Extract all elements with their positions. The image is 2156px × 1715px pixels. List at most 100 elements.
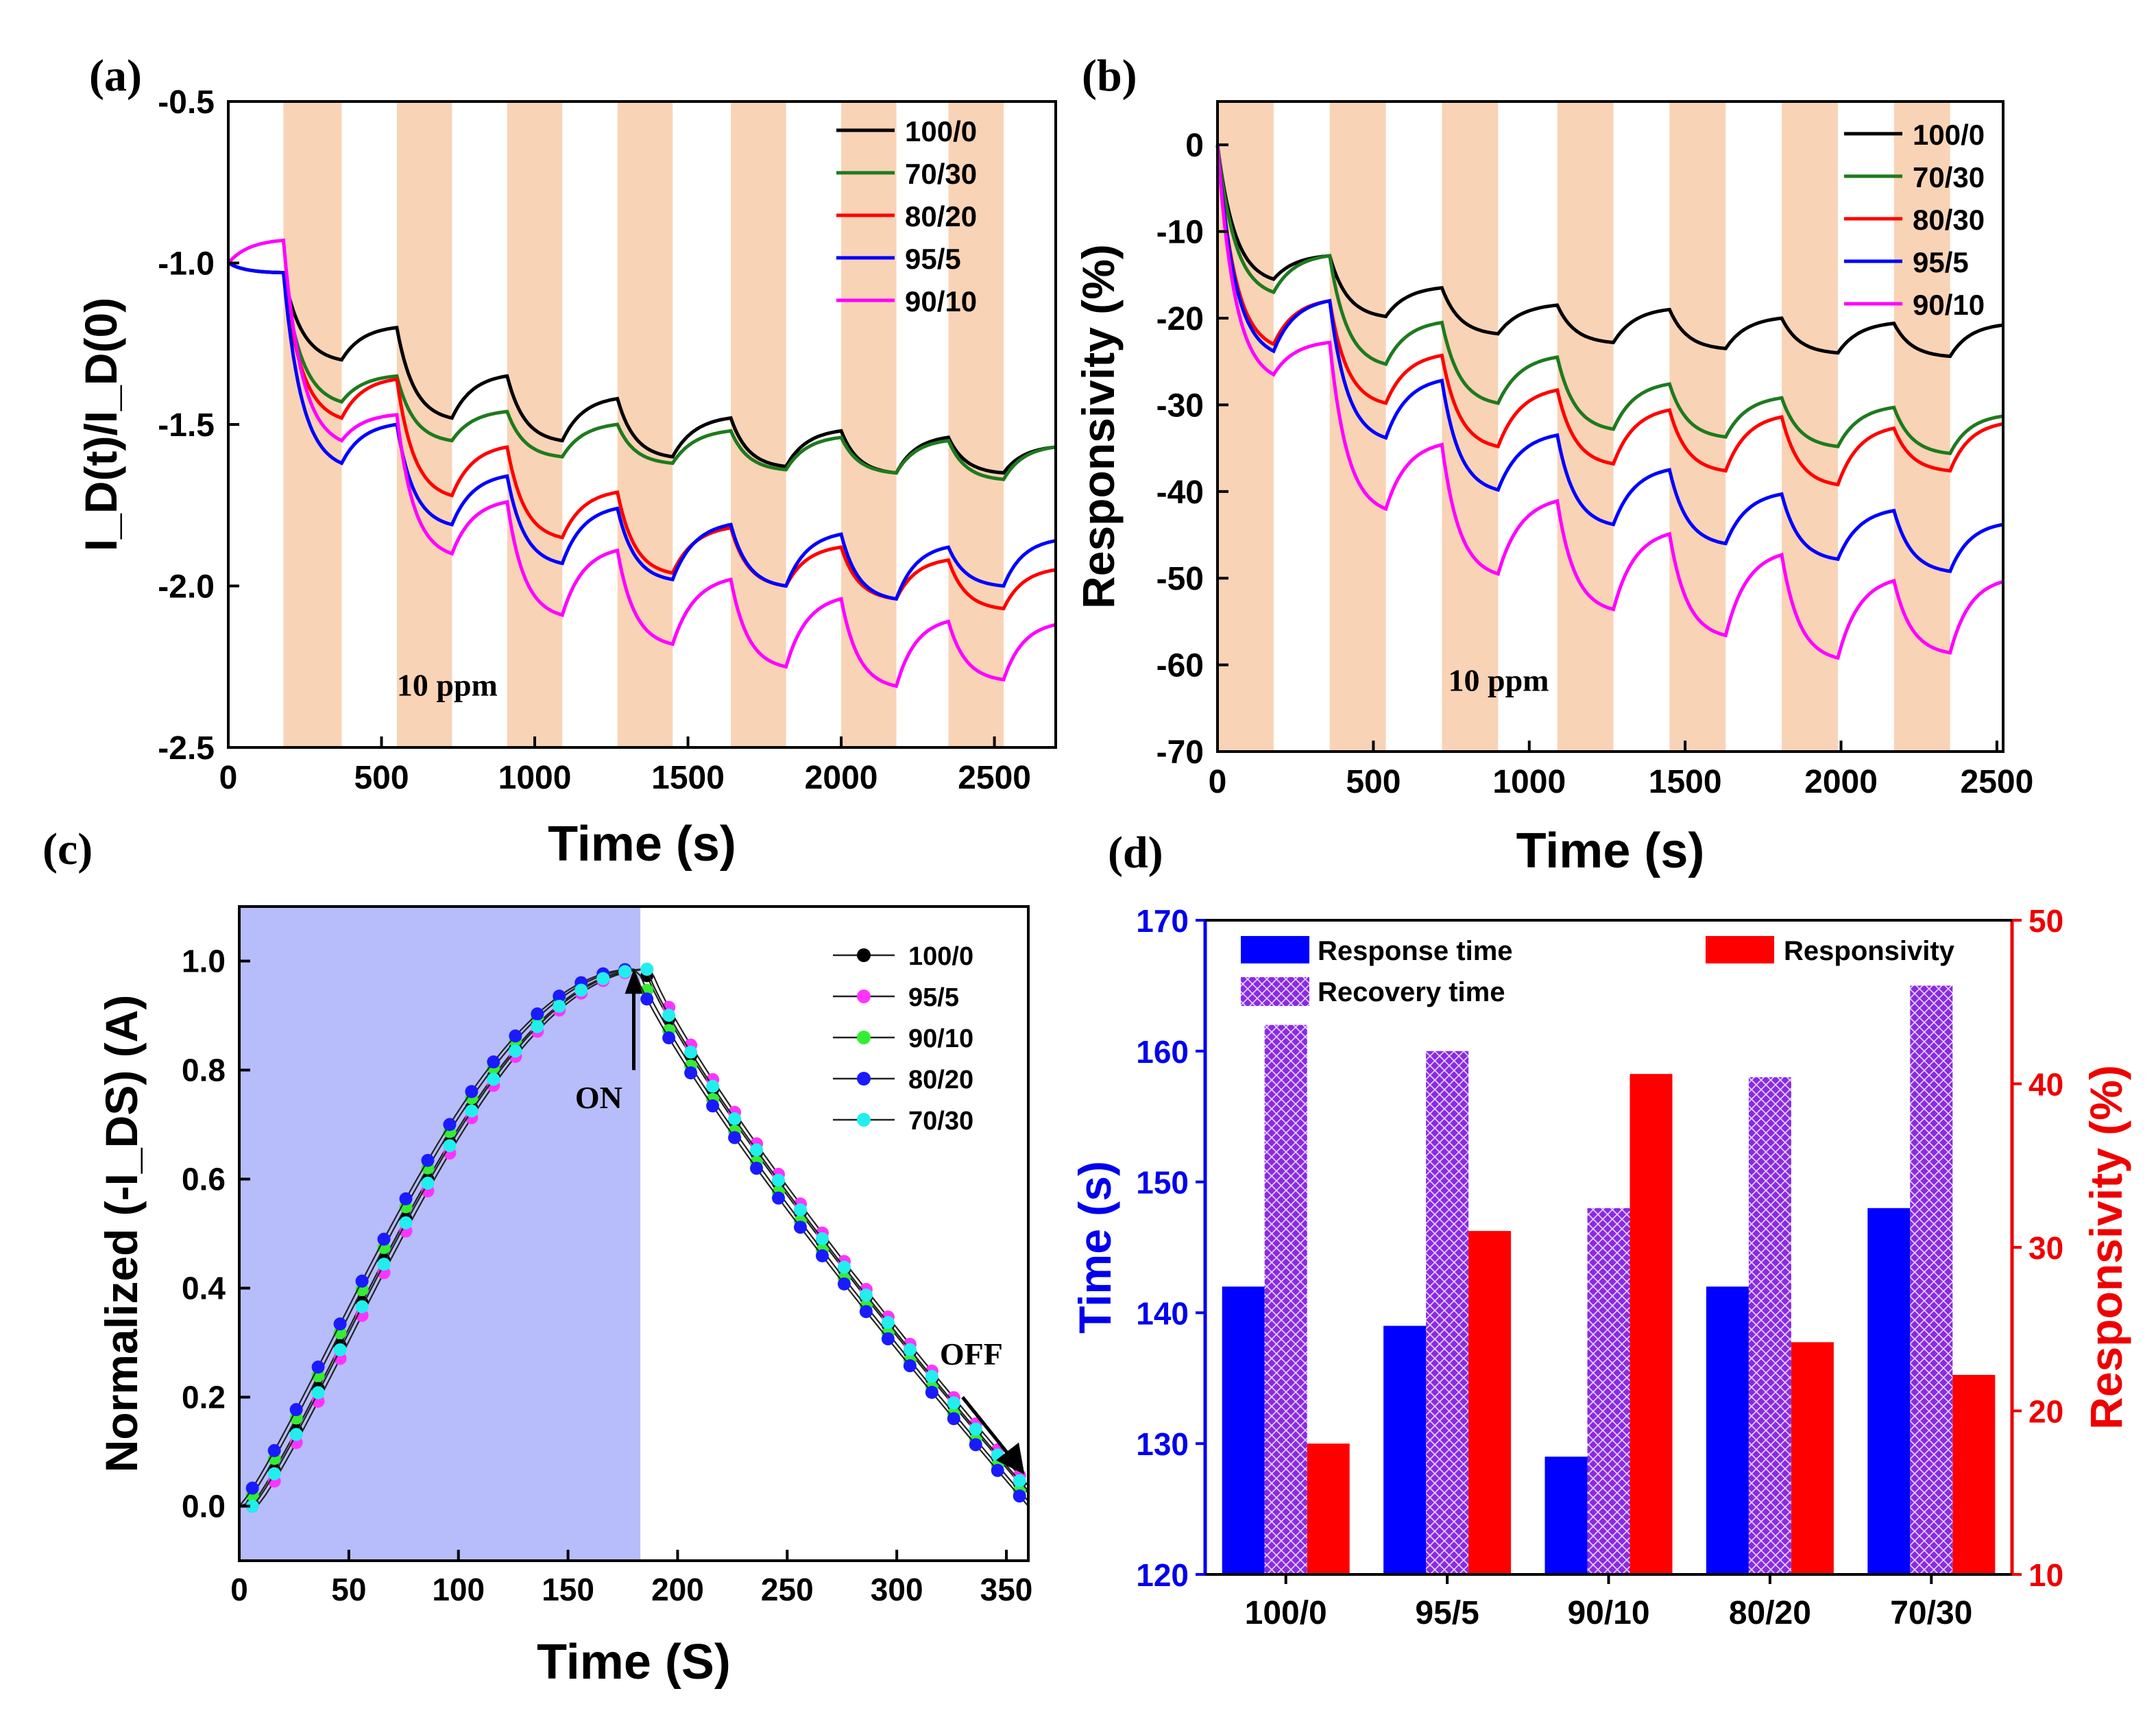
panel-c-series-80-20-point-236	[750, 1162, 764, 1175]
panel-a-series-100-0	[227, 261, 1056, 475]
panel-d-left-tick-label-150: 150	[1136, 1165, 1189, 1201]
panel-d-legend-label-recovery-time: Recovery time	[1318, 977, 1505, 1007]
panel-c-series-70-30-point-66	[377, 1258, 391, 1271]
panel-c-series-70-30-point-116	[487, 1072, 500, 1086]
panel-c-series-80-20-point-116	[487, 1055, 500, 1069]
panel-c-series-80-20-point-346	[991, 1463, 1004, 1477]
panel-c-series-80-20-point-296	[881, 1332, 895, 1345]
panel-c-series-70-30-point-196	[662, 1009, 676, 1022]
panel-c-series-70-30-point-136	[531, 1020, 544, 1033]
panel-c-label: (c)	[43, 824, 93, 874]
panel-a-legend-label-70-30: 70/30	[905, 158, 977, 190]
panel-c-series-70-30-point-296	[881, 1316, 895, 1330]
panel-c-series-80-20-point-6	[245, 1481, 259, 1495]
panel-c-series-70-30-point-86	[421, 1176, 435, 1190]
panel-c-series-80-20-point-96	[443, 1118, 457, 1131]
panel-d-xtick-label-90-10: 90/10	[1567, 1595, 1649, 1631]
panel-c-ylabel: Normalized (-I_DS) (A)	[96, 995, 147, 1473]
panel-c-series-80-20-point-246	[772, 1191, 786, 1205]
panel-c-legend-marker-80-20	[857, 1072, 871, 1086]
panel-c-series-80-20-line	[239, 968, 1029, 1507]
panel-d-left-tick-label-120: 120	[1136, 1557, 1189, 1593]
panel-d-xtick-label-80-20: 80/20	[1729, 1595, 1811, 1631]
panel-b-xlabel: Time (s)	[1516, 824, 1705, 878]
panel-a-series-70-30	[227, 261, 1056, 481]
panel-b-legend-label-90-10: 90/10	[1913, 289, 1985, 321]
panel-c-series-70-30-point-6	[245, 1500, 259, 1513]
panel-c-series-80-20-point-86	[421, 1153, 435, 1167]
panel-c-off-label: OFF	[940, 1336, 1003, 1371]
panel-c-legend-marker-95-5	[857, 990, 871, 1003]
panel-c-ytick-label-0-8: 0.8	[182, 1053, 226, 1088]
panel-c-series-80-20-point-216	[706, 1099, 720, 1113]
panel-b-xtick-label-2000: 2000	[1804, 764, 1878, 800]
panel-b-series-80-30	[1215, 144, 2004, 487]
panel-c-on-arrow-head	[625, 969, 643, 994]
panel-b-label: (b)	[1082, 51, 1137, 101]
panel-a-series-95-5	[227, 261, 1056, 601]
panel-c-ytick-label-0-2: 0.2	[182, 1380, 226, 1415]
panel-c-series-70-30-point-336	[969, 1422, 982, 1436]
panel-b-ytick-label-30: -30	[1156, 387, 1204, 424]
panel-b-legend-label-70-30: 70/30	[1913, 161, 1985, 193]
panel-c-series-70-30-point-246	[772, 1173, 786, 1187]
panel-b-xtick-label-2500: 2500	[1961, 764, 2034, 800]
panel-c-series-70-30-point-16	[267, 1467, 281, 1480]
panel-b-ytick-label-0: 0	[1185, 128, 1204, 164]
panel-d-bar-responsivity-100-0	[1307, 1443, 1350, 1574]
panel-d-ylabel-left: Time (s)	[1069, 1161, 1120, 1334]
panel-a-annotation: 10 ppm	[397, 668, 498, 703]
panel-d-legend-label-response-time: Response time	[1318, 936, 1513, 966]
panel-c-series-80-20-point-136	[531, 1007, 544, 1021]
panel-d-bar-recovery-time-100-0	[1264, 1024, 1307, 1574]
panel-b-series-90-10	[1215, 145, 2004, 660]
panel-c-series-80-20-point-196	[662, 1031, 676, 1044]
panel-c-series-70-30-point-206	[684, 1045, 698, 1059]
panel-c-series-80-20-point-206	[684, 1066, 698, 1080]
panel-c-xtick-label-0: 0	[230, 1572, 248, 1607]
panel-a-ytick-label-0-5: -0.5	[158, 84, 215, 121]
panel-a-series-90-10	[227, 238, 1056, 688]
panel-a-ytick-label-2-0: -2.0	[158, 569, 215, 605]
panel-c-series-80-20-point-316	[925, 1385, 938, 1399]
panel-d-right-tick-label-30: 30	[2028, 1230, 2063, 1266]
panel-c-series-70-30-point-166	[596, 972, 610, 985]
panel-b-ytick-label-70: -70	[1156, 734, 1204, 771]
panel-c-series-70-30-point-96	[443, 1139, 457, 1153]
panel-c-illumination-region	[239, 907, 641, 1561]
panel-a-xtick-label-1500: 1500	[651, 760, 725, 796]
panel-c-series-70-30-point-106	[465, 1104, 479, 1118]
panel-d-right-tick-label-40: 40	[2028, 1067, 2063, 1103]
panel-c-series-70-30-point-46	[333, 1343, 347, 1356]
panel-d-bar-response-time-100-0	[1222, 1286, 1265, 1574]
panel-c-series-70-30-point-146	[553, 999, 566, 1013]
panel-d-right-tick-label-50: 50	[2028, 903, 2063, 939]
panel-d-right-tick-label-10: 10	[2028, 1557, 2063, 1593]
panel-c-ytick-label-0-4: 0.4	[182, 1271, 226, 1306]
panel-c-series-70-30-point-356	[1013, 1474, 1026, 1487]
panel-a-ytick-label-1-5: -1.5	[158, 407, 215, 444]
panel-a-legend-label-95-5: 95/5	[905, 243, 961, 275]
panel-b-legend-label-100-0: 100/0	[1913, 119, 1985, 151]
panel-c-xtick-label-300: 300	[871, 1572, 923, 1607]
panel-b-xtick-label-1500: 1500	[1649, 764, 1722, 800]
panel-d-legend-swatch-responsivity	[1706, 936, 1774, 963]
panel-c-ytick-label-0-0: 0.0	[182, 1489, 226, 1524]
panel-c-xtick-label-250: 250	[761, 1572, 814, 1607]
panel-a-xtick-label-500: 500	[354, 760, 409, 796]
panel-c-series-80-20-point-16	[267, 1443, 281, 1457]
panel-c-series-80-20-point-326	[947, 1412, 960, 1426]
panel-c-series-70-30-point-266	[815, 1232, 829, 1245]
panel-d-bar-recovery-time-80-20	[1748, 1077, 1791, 1574]
panel-a-xtick-label-0: 0	[219, 760, 238, 796]
panel-c-series-70-30-point-236	[750, 1143, 764, 1157]
panel-a-ytick-label-2-5: -2.5	[158, 730, 215, 767]
panel-c-series-80-20-point-76	[399, 1192, 413, 1206]
panel-c-series-80-20-point-46	[333, 1317, 347, 1331]
panel-c-off-arrow-head	[995, 1442, 1025, 1475]
panel-a: 0 500 1000 1500 2000 2500 -2.5 -2.0 -1.5 -1.0 -0.5…	[75, 51, 1057, 872]
panel-c-series-70-30-point-156	[574, 983, 588, 997]
panel-a-xtick-label-1000: 1000	[498, 760, 572, 796]
panel-c-xtick-label-150: 150	[542, 1572, 594, 1607]
panel-c-series-70-30-point-26	[289, 1428, 303, 1441]
